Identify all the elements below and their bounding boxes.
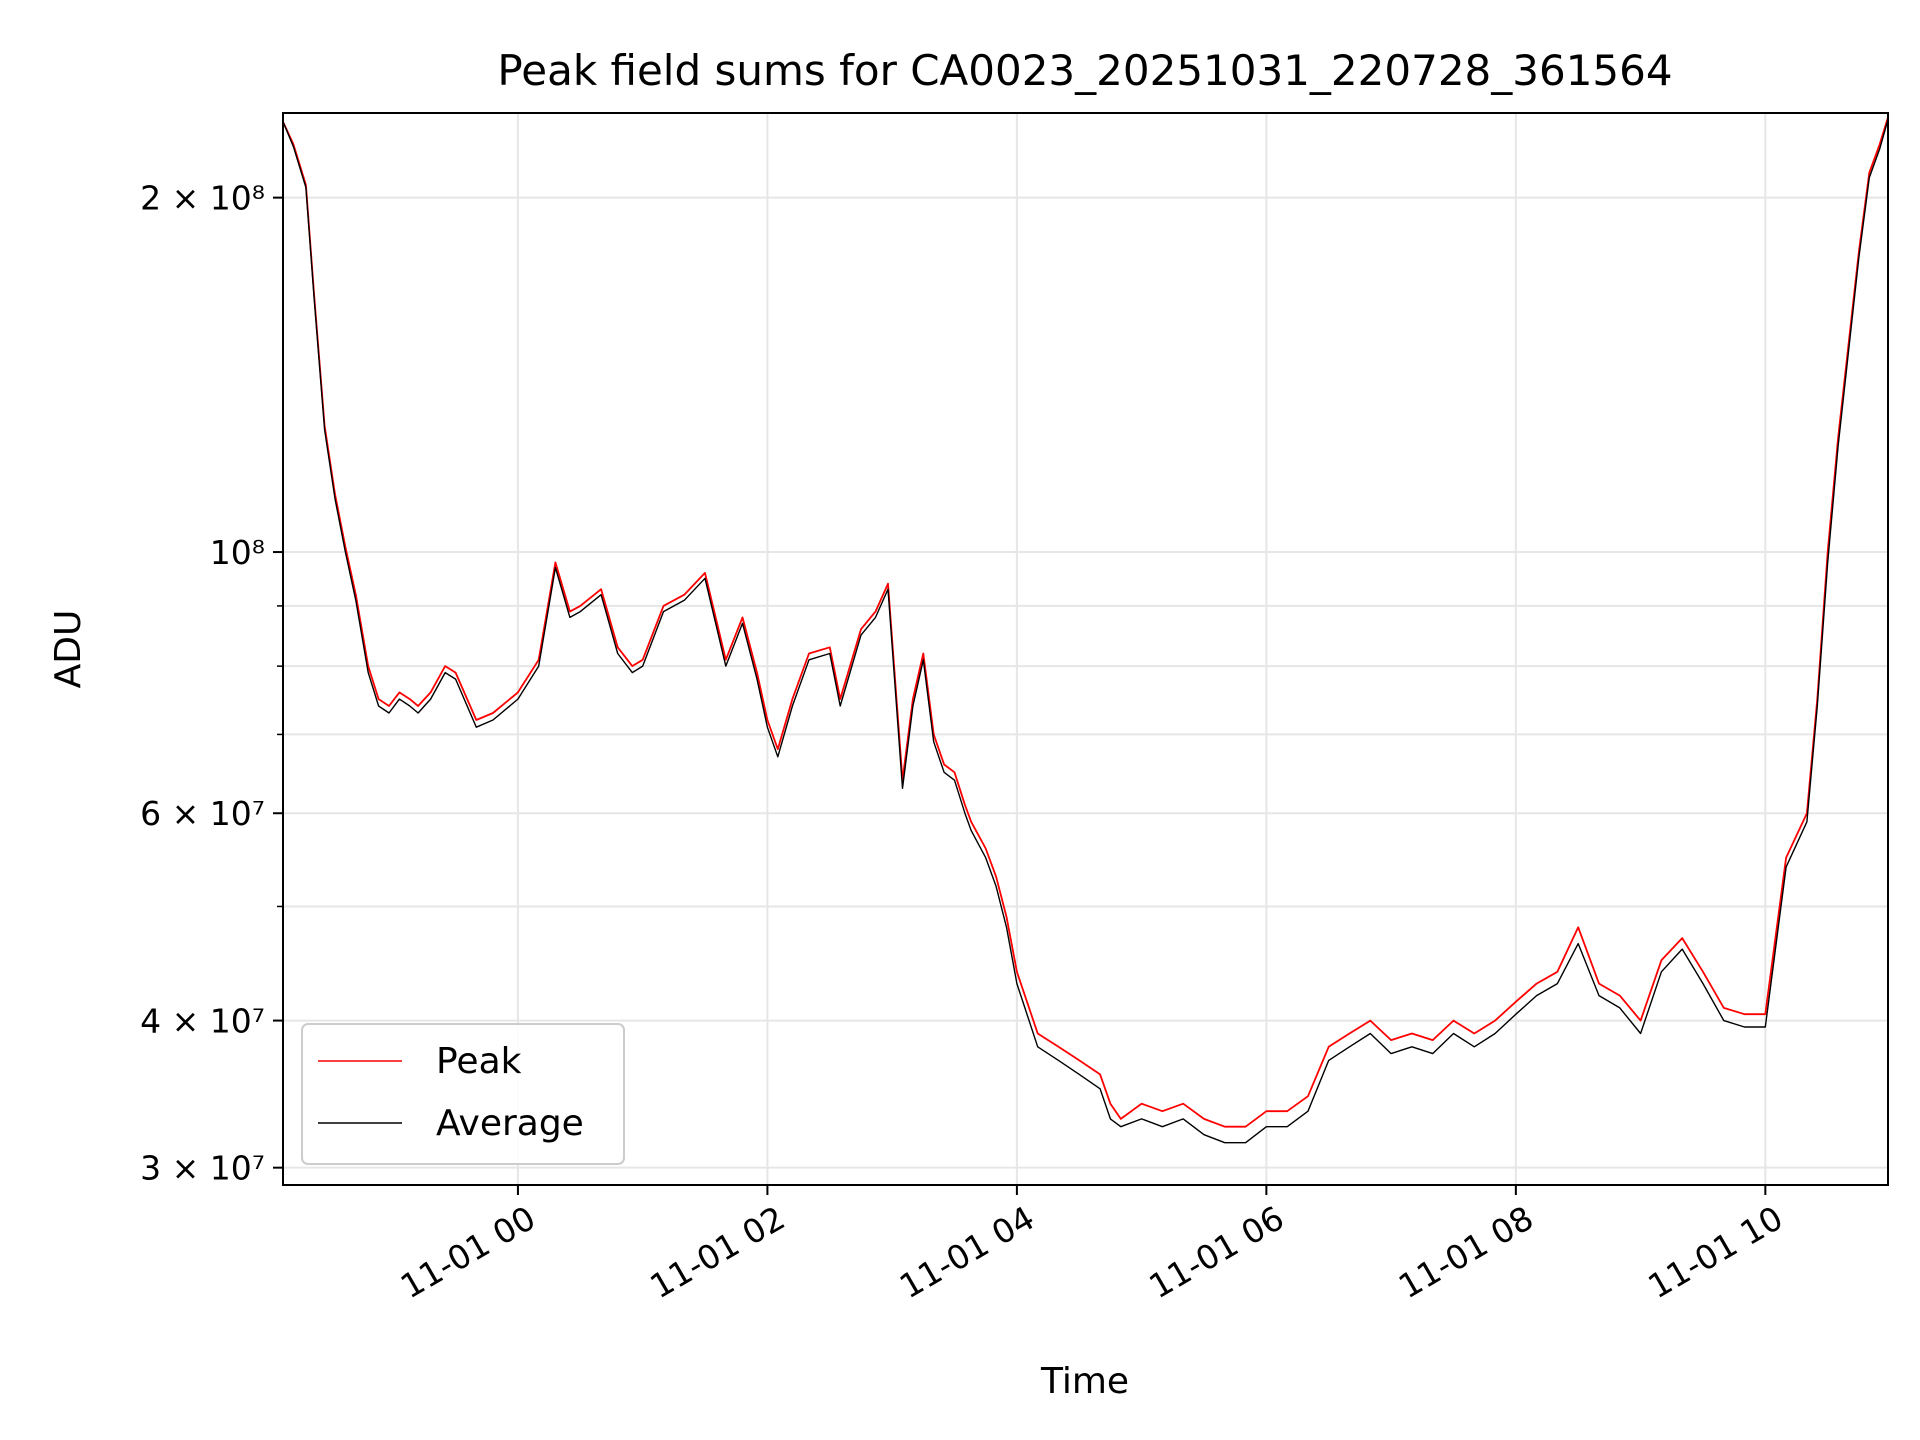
series-layer	[283, 117, 1888, 1144]
y-axis-label: ADU	[48, 610, 89, 689]
y-tick-label: 2 × 10⁸	[140, 179, 265, 218]
chart-title: Peak field sums for CA0023_20251031_2207…	[497, 46, 1672, 95]
y-tick-label: 6 × 10⁷	[140, 794, 265, 833]
legend-label-average: Average	[436, 1103, 584, 1144]
legend-box	[301, 1023, 625, 1165]
y-tick-label: 4 × 10⁷	[140, 1002, 265, 1041]
y-tick-label: 10⁸	[210, 533, 265, 572]
legend: Peak Average	[301, 1023, 625, 1165]
y-tick-label: 3 × 10⁷	[140, 1149, 265, 1188]
legend-label-peak: Peak	[436, 1041, 522, 1082]
x-axis-label: Time	[1040, 1361, 1129, 1402]
series-line-average	[283, 119, 1888, 1144]
series-line-peak	[283, 117, 1888, 1128]
plot-frame	[282, 112, 1889, 1186]
grid	[283, 113, 1888, 1185]
